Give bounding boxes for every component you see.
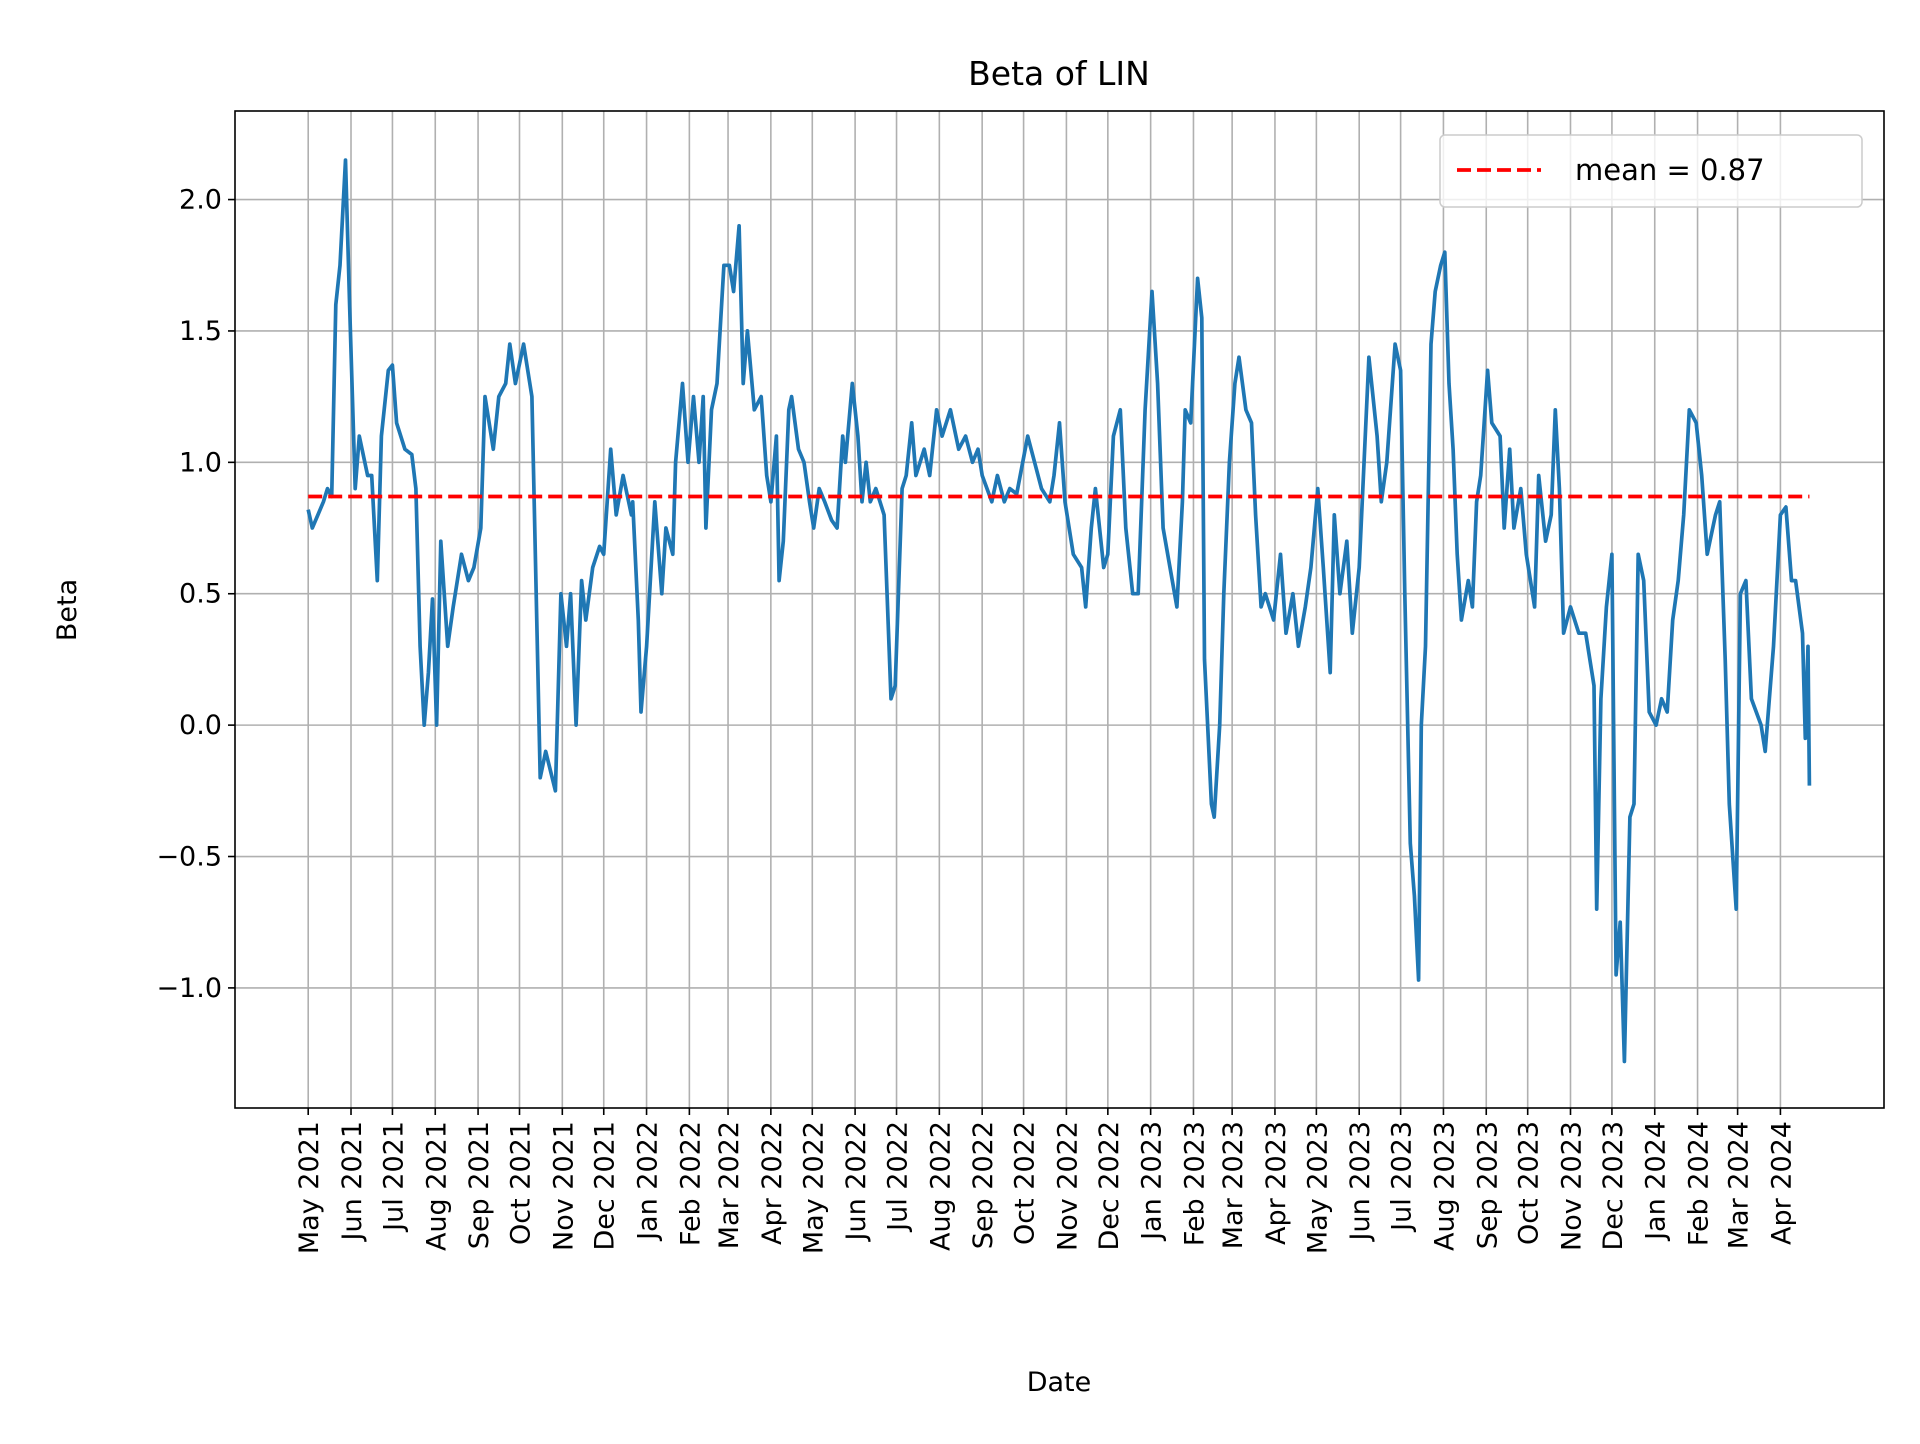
- x-tick-label: Feb 2024: [1684, 1121, 1715, 1246]
- x-tick-label: Jul 2022: [883, 1121, 914, 1233]
- x-tick-label: Aug 2022: [925, 1121, 956, 1251]
- legend-mean-label: mean = 0.87: [1575, 153, 1765, 187]
- x-tick-label: Jul 2021: [378, 1121, 409, 1233]
- legend-box: [1439, 134, 1863, 208]
- x-tick-label: Aug 2021: [421, 1121, 452, 1251]
- y-tick-label: 1.5: [179, 316, 222, 347]
- y-tick-label: −1.0: [156, 973, 222, 1004]
- x-tick-label: Sep 2021: [464, 1121, 495, 1249]
- x-tick-label: Apr 2023: [1261, 1121, 1292, 1245]
- x-tick-label: Jul 2023: [1387, 1121, 1418, 1233]
- x-tick-label: Jan 2022: [633, 1121, 664, 1242]
- x-tick-label: Jan 2023: [1137, 1121, 1168, 1242]
- x-tick-label: Mar 2022: [714, 1121, 745, 1249]
- plot-area: [306, 158, 1812, 1064]
- x-tick-label: Nov 2022: [1052, 1121, 1083, 1251]
- y-axis-label: Beta: [52, 579, 83, 641]
- axes-frame: [234, 110, 1885, 1109]
- y-tick-label: −0.5: [156, 842, 222, 873]
- y-tick-label: 2.0: [179, 185, 222, 216]
- x-tick-label: Apr 2022: [757, 1121, 788, 1245]
- x-tick-label: Sep 2023: [1472, 1121, 1503, 1249]
- chart-title: Beta of LIN: [968, 54, 1150, 93]
- x-tick-label: Aug 2023: [1429, 1121, 1460, 1251]
- x-tick-label: Oct 2021: [506, 1121, 537, 1245]
- y-tick-label: 1.0: [179, 447, 222, 478]
- x-tick-label: Jun 2021: [337, 1121, 368, 1242]
- x-tick-label: Apr 2024: [1766, 1121, 1797, 1245]
- x-tick-label: Jun 2023: [1345, 1121, 1376, 1242]
- beta-series-line: [306, 158, 1812, 1064]
- x-tick-label: Mar 2023: [1218, 1121, 1249, 1249]
- x-tick-label: Oct 2022: [1010, 1121, 1041, 1245]
- legend: mean = 0.87: [1439, 134, 1863, 208]
- x-tick-label: May 2023: [1302, 1121, 1333, 1254]
- x-tick-label: Dec 2021: [590, 1121, 621, 1251]
- y-axis-ticks: −1.0 −0.5 0.0 0.5 1.0 1.5 2.0: [156, 185, 235, 1004]
- x-tick-label: Jun 2022: [841, 1121, 872, 1242]
- x-axis-label: Date: [1027, 1367, 1092, 1398]
- x-tick-label: Feb 2023: [1179, 1121, 1210, 1246]
- x-tick-label: Nov 2023: [1556, 1121, 1587, 1251]
- y-tick-label: 0.5: [179, 579, 222, 610]
- x-tick-label: Dec 2022: [1094, 1121, 1125, 1251]
- x-tick-label: Dec 2023: [1598, 1121, 1629, 1251]
- x-tick-label: Oct 2023: [1514, 1121, 1545, 1245]
- x-tick-label: May 2022: [798, 1121, 829, 1254]
- x-tick-label: May 2021: [294, 1121, 325, 1254]
- x-tick-label: Sep 2022: [968, 1121, 999, 1249]
- x-tick-label: Jan 2024: [1641, 1121, 1672, 1242]
- x-tick-label: Feb 2022: [675, 1121, 706, 1246]
- x-axis-ticks: May 2021 Jun 2021 Jul 2021 Aug 2021 Sep 2021…: [294, 1108, 1797, 1254]
- x-tick-label: Mar 2024: [1724, 1121, 1755, 1249]
- x-tick-label: Nov 2021: [548, 1121, 579, 1251]
- y-tick-label: 0.0: [179, 710, 222, 741]
